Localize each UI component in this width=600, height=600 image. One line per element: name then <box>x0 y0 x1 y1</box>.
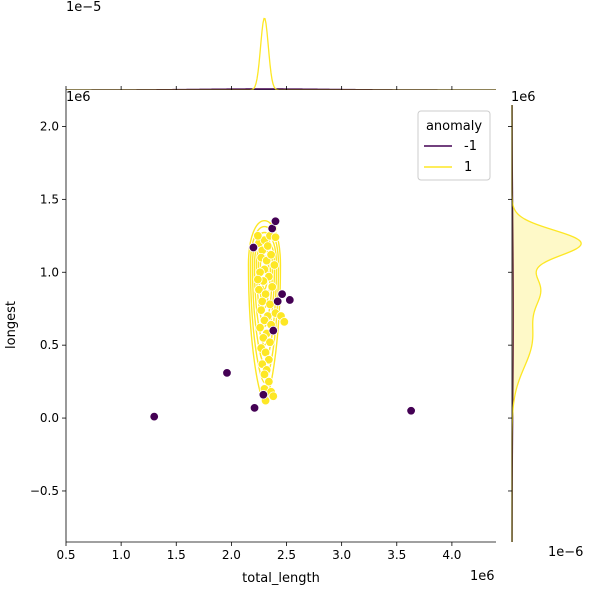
top-marginal: 1e−5 <box>66 0 496 91</box>
legend-title: anomaly <box>426 119 482 134</box>
scatter-point-normal <box>264 376 274 387</box>
scatter-point-normal <box>259 315 270 326</box>
scatter-point-normal <box>269 260 280 270</box>
x-axis-label: total_length <box>242 571 320 586</box>
scatter-point-normal <box>256 305 266 315</box>
scatter-point-normal <box>255 322 265 333</box>
x-tick-label: 3.0 <box>332 548 351 562</box>
legend-box <box>417 110 491 181</box>
legend: anomaly -1 1 <box>417 110 491 181</box>
y-tick-label: 0.0 <box>40 411 59 425</box>
x-tick-label: 0.5 <box>56 548 75 562</box>
scatter-point-normal <box>253 274 263 285</box>
top-marginal-kde <box>66 17 496 91</box>
scatter-point-normal <box>257 296 267 307</box>
scatter-point-anomaly <box>277 289 287 299</box>
scatter-point-normal <box>266 250 276 260</box>
scatter-point-normal <box>267 282 277 292</box>
scatter-point-normal <box>254 285 264 295</box>
legend-label-anomaly: -1 <box>464 139 477 154</box>
right-kde-normal-fill <box>512 105 582 542</box>
right-marginal-offset-label: 1e6 <box>511 90 536 105</box>
scatter-point-normal <box>265 299 275 310</box>
right-marginal-bottom-label: 1e−6 <box>548 545 583 560</box>
y-tick-label: 2.0 <box>40 119 59 133</box>
scatter-point-normal <box>279 317 290 327</box>
scatter-point-anomaly <box>285 295 295 305</box>
kde-contour-level <box>249 225 280 384</box>
scatter-point-normal <box>265 337 275 347</box>
right-marginal-kde <box>511 104 582 542</box>
scatter-point-anomaly <box>149 411 159 422</box>
scatter-point-anomaly <box>272 296 283 307</box>
y-tick-label: 0.5 <box>40 338 59 352</box>
y-tick-label: 1.0 <box>40 265 59 279</box>
scatter-point-normal <box>253 231 263 241</box>
x-tick-label: 1.5 <box>167 548 186 562</box>
scatter-point-normal <box>268 391 278 401</box>
scatter-point-normal <box>264 355 274 365</box>
scatter-point-anomaly <box>270 216 281 226</box>
scatter-point-anomaly <box>249 403 260 413</box>
x-tick-label: 3.5 <box>387 548 406 562</box>
scatter-point-normal <box>263 241 273 251</box>
scatter-points <box>149 216 416 422</box>
right-marginal: 1e6 1e−6 <box>511 90 583 560</box>
x-tick-label: 2.0 <box>222 548 241 562</box>
scatter-point-normal <box>258 333 269 343</box>
scatter-point-anomaly <box>406 406 416 416</box>
y-offset-label: 1e6 <box>66 90 91 105</box>
scatter-point-anomaly <box>268 325 278 336</box>
kde-contour-level <box>247 220 282 402</box>
x-tick-label: 4.0 <box>442 548 461 562</box>
y-ticks: −0.5 0.0 0.5 1.0 1.5 2.0 <box>30 119 512 498</box>
y-tick-label: 1.5 <box>40 192 59 206</box>
scatter-point-normal <box>259 369 270 380</box>
scatter-point-anomaly <box>258 390 269 400</box>
scatter-point-normal <box>270 232 281 242</box>
top-kde-normal <box>66 17 496 91</box>
x-tick-label: 2.5 <box>277 548 296 562</box>
x-offset-label: 1e6 <box>470 569 495 584</box>
y-tick-label: −0.5 <box>30 484 59 498</box>
top-ticks <box>65 86 453 90</box>
scatter-point-anomaly <box>222 368 232 378</box>
x-tick-label: 1.0 <box>112 548 131 562</box>
top-marginal-offset-label: 1e−5 <box>66 0 101 15</box>
x-ticks: 0.5 1.0 1.5 2.0 2.5 3.0 3.5 4.0 <box>56 542 461 562</box>
legend-label-normal: 1 <box>464 160 472 175</box>
kde-contour-level <box>251 232 278 365</box>
scatter-point-anomaly <box>248 242 259 253</box>
main-plot: 0.5 1.0 1.5 2.0 2.5 3.0 3.5 4.0 −0.5 0.0 0.5 1.0 1.… <box>4 86 512 586</box>
y-axis-label: longest <box>4 301 19 349</box>
